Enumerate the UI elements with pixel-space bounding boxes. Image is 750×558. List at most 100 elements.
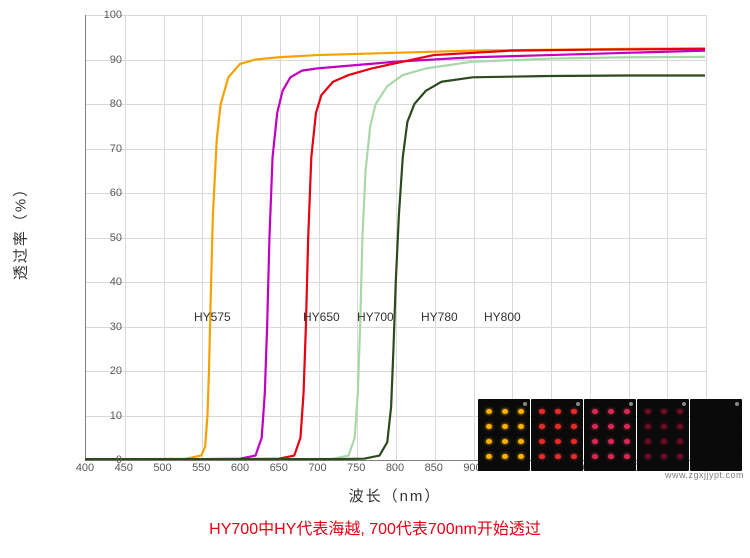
x-tick-label: 850 xyxy=(419,462,449,474)
y-tick-label: 10 xyxy=(92,410,122,422)
x-tick-label: 400 xyxy=(70,462,100,474)
thumb-dot xyxy=(571,409,577,414)
thumb-dot xyxy=(645,409,651,414)
thumb-dot xyxy=(698,409,704,414)
thumb-dot xyxy=(608,454,614,459)
thumb-dot xyxy=(677,439,683,444)
thumb-dot xyxy=(592,454,598,459)
thumb-dot xyxy=(486,454,492,459)
thumb-dot xyxy=(539,424,545,429)
x-tick-label: 650 xyxy=(264,462,294,474)
thumb-dot xyxy=(555,409,561,414)
thumb-dot xyxy=(698,454,704,459)
y-tick-label: 30 xyxy=(92,321,122,333)
y-axis-label: 透过率（%） xyxy=(10,180,31,280)
thumb-dot xyxy=(539,454,545,459)
filter-thumbnail xyxy=(690,399,742,471)
thumb-dot xyxy=(730,424,736,429)
series-label-HY700: HY700 xyxy=(357,310,394,324)
thumb-dot xyxy=(539,409,545,414)
x-tick-label: 500 xyxy=(148,462,178,474)
y-tick-label: 80 xyxy=(92,98,122,110)
curves-svg xyxy=(85,15,705,460)
thumb-corner-mark xyxy=(576,402,580,406)
thumb-dot xyxy=(714,454,720,459)
thumb-dot xyxy=(661,409,667,414)
thumb-dot xyxy=(698,424,704,429)
thumb-dot xyxy=(502,424,508,429)
series-label-HY650: HY650 xyxy=(303,310,340,324)
thumb-dot xyxy=(677,409,683,414)
thumb-dot xyxy=(571,454,577,459)
series-label-HY800: HY800 xyxy=(484,310,521,324)
thumb-dot xyxy=(645,439,651,444)
y-tick-label: 90 xyxy=(92,54,122,66)
y-tick-label: 20 xyxy=(92,365,122,377)
thumbnail-strip xyxy=(478,399,742,471)
y-tick-label: 70 xyxy=(92,143,122,155)
thumb-dot xyxy=(518,454,524,459)
x-tick-label: 800 xyxy=(380,462,410,474)
series-HY700 xyxy=(85,49,705,459)
thumb-corner-mark xyxy=(629,402,633,406)
filter-thumbnail xyxy=(531,399,583,471)
thumb-dot xyxy=(730,454,736,459)
thumb-dot xyxy=(518,409,524,414)
thumb-dot xyxy=(714,439,720,444)
y-tick-label: 40 xyxy=(92,276,122,288)
thumb-dot xyxy=(624,409,630,414)
series-HY650 xyxy=(85,51,705,460)
x-tick-label: 550 xyxy=(186,462,216,474)
thumb-corner-mark xyxy=(682,402,686,406)
thumb-dot xyxy=(624,454,630,459)
x-tick-label: 600 xyxy=(225,462,255,474)
filter-thumbnail xyxy=(637,399,689,471)
caption-text: HY700中HY代表海越, 700代表700nm开始透过 xyxy=(209,515,541,539)
x-tick-label: 450 xyxy=(109,462,139,474)
thumb-dot xyxy=(661,424,667,429)
thumb-dot xyxy=(486,409,492,414)
gridline-v xyxy=(706,15,707,460)
thumb-dot xyxy=(592,439,598,444)
thumb-dot xyxy=(592,424,598,429)
thumb-dot xyxy=(539,439,545,444)
thumb-dot xyxy=(486,424,492,429)
thumb-dot xyxy=(730,409,736,414)
thumb-dot xyxy=(571,439,577,444)
thumb-dot xyxy=(608,409,614,414)
thumb-dot xyxy=(698,439,704,444)
x-axis-label: 波长（nm） xyxy=(349,485,442,506)
thumb-dot xyxy=(502,439,508,444)
thumb-dot xyxy=(714,409,720,414)
thumb-dot xyxy=(518,424,524,429)
thumb-dot xyxy=(502,454,508,459)
thumb-dot xyxy=(661,454,667,459)
thumb-dot xyxy=(555,454,561,459)
thumb-dot xyxy=(730,439,736,444)
chart-container: 透过率（%） 波长（nm） HY700中HY代表海越, 700代表700nm开始… xyxy=(0,0,750,558)
thumb-corner-mark xyxy=(735,402,739,406)
thumb-dot xyxy=(608,439,614,444)
filter-thumbnail xyxy=(584,399,636,471)
x-tick-label: 700 xyxy=(303,462,333,474)
x-tick-label: 750 xyxy=(341,462,371,474)
y-tick-label: 60 xyxy=(92,187,122,199)
thumb-dot xyxy=(486,439,492,444)
series-label-HY780: HY780 xyxy=(421,310,458,324)
thumb-dot xyxy=(608,424,614,429)
thumb-dot xyxy=(555,439,561,444)
thumb-dot xyxy=(677,454,683,459)
thumb-dot xyxy=(502,409,508,414)
thumb-dot xyxy=(624,424,630,429)
y-tick-label: 100 xyxy=(92,9,122,21)
thumb-dot xyxy=(624,439,630,444)
thumb-dot xyxy=(714,424,720,429)
series-HY575 xyxy=(85,48,705,459)
thumb-dot xyxy=(592,409,598,414)
thumb-corner-mark xyxy=(523,402,527,406)
thumb-dot xyxy=(645,454,651,459)
thumb-dot xyxy=(555,424,561,429)
thumb-dot xyxy=(645,424,651,429)
y-tick-label: 50 xyxy=(92,232,122,244)
thumb-dot xyxy=(677,424,683,429)
